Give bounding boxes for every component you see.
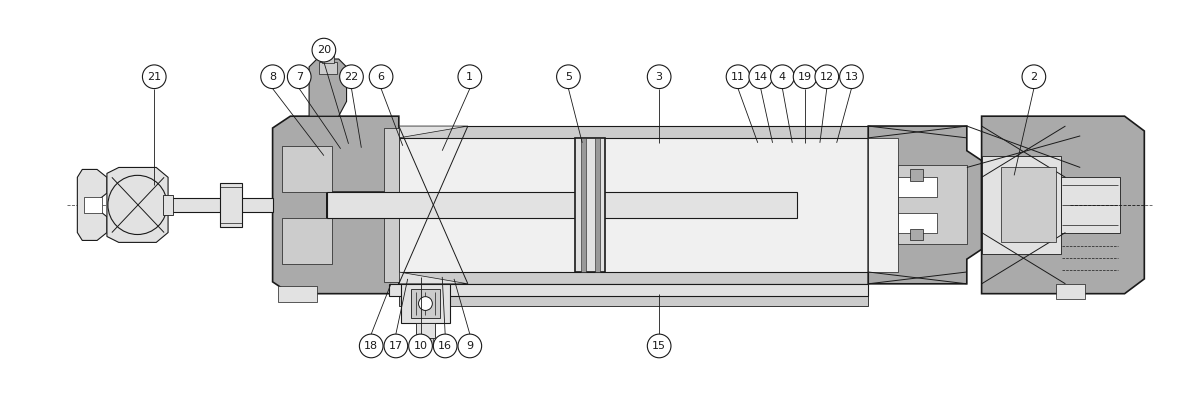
Polygon shape <box>399 126 468 138</box>
Bar <box>283 146 332 192</box>
Text: 11: 11 <box>731 72 745 82</box>
Circle shape <box>815 65 839 88</box>
Bar <box>385 218 399 282</box>
Bar <box>1002 168 1055 242</box>
Text: 15: 15 <box>652 341 666 351</box>
Bar <box>278 286 317 302</box>
Circle shape <box>409 334 432 358</box>
Bar <box>869 138 897 272</box>
Bar <box>1055 284 1085 299</box>
Polygon shape <box>399 272 468 284</box>
Polygon shape <box>981 116 1144 294</box>
Circle shape <box>385 334 407 358</box>
Bar <box>897 177 937 197</box>
Bar <box>399 296 869 306</box>
Bar <box>1060 177 1120 232</box>
Text: 6: 6 <box>377 72 385 82</box>
Bar <box>897 213 937 232</box>
Text: 22: 22 <box>344 72 358 82</box>
Polygon shape <box>107 168 168 242</box>
Text: 4: 4 <box>779 72 786 82</box>
Bar <box>399 272 869 284</box>
Bar <box>220 183 242 227</box>
Bar <box>399 126 869 138</box>
Bar <box>416 323 435 338</box>
Text: 17: 17 <box>389 341 403 351</box>
Bar <box>411 289 440 318</box>
Text: 14: 14 <box>754 72 768 82</box>
Circle shape <box>359 334 383 358</box>
Text: 20: 20 <box>316 45 331 55</box>
Circle shape <box>726 65 750 88</box>
Bar <box>168 198 273 212</box>
Circle shape <box>340 65 363 88</box>
Bar <box>322 45 334 63</box>
Circle shape <box>770 65 794 88</box>
Bar <box>909 170 924 181</box>
Circle shape <box>647 65 671 88</box>
Bar <box>389 284 869 296</box>
Text: 2: 2 <box>1030 72 1037 82</box>
Circle shape <box>557 65 580 88</box>
Polygon shape <box>869 126 981 284</box>
Circle shape <box>840 65 864 88</box>
Circle shape <box>288 65 311 88</box>
Bar <box>327 192 797 218</box>
Polygon shape <box>309 59 346 116</box>
Circle shape <box>418 297 432 310</box>
Text: 9: 9 <box>466 341 473 351</box>
Bar <box>575 138 605 272</box>
Bar <box>399 138 869 272</box>
Bar <box>163 195 173 215</box>
Bar <box>401 284 450 323</box>
Bar <box>385 128 399 192</box>
Text: 19: 19 <box>798 72 812 82</box>
Text: 18: 18 <box>364 341 379 351</box>
Bar <box>909 228 924 240</box>
Polygon shape <box>78 170 107 240</box>
Polygon shape <box>273 116 399 294</box>
Circle shape <box>793 65 817 88</box>
Text: 10: 10 <box>413 341 428 351</box>
Circle shape <box>369 65 393 88</box>
Circle shape <box>647 334 671 358</box>
Circle shape <box>261 65 284 88</box>
Bar <box>283 218 332 264</box>
Bar <box>319 62 337 74</box>
Text: 12: 12 <box>819 72 834 82</box>
Bar <box>84 197 102 213</box>
Bar <box>897 166 967 244</box>
Text: 16: 16 <box>438 341 452 351</box>
Text: 8: 8 <box>270 72 277 82</box>
Text: 7: 7 <box>296 72 303 82</box>
Bar <box>418 338 434 346</box>
Circle shape <box>143 65 167 88</box>
Bar <box>595 138 600 272</box>
Text: 5: 5 <box>565 72 571 82</box>
Circle shape <box>1022 65 1046 88</box>
Circle shape <box>458 334 482 358</box>
Circle shape <box>311 38 335 62</box>
Bar <box>581 138 586 272</box>
Text: 13: 13 <box>845 72 859 82</box>
Circle shape <box>458 65 482 88</box>
Text: 21: 21 <box>147 72 162 82</box>
Bar <box>981 156 1060 254</box>
Text: 3: 3 <box>655 72 662 82</box>
Circle shape <box>434 334 456 358</box>
Text: 1: 1 <box>466 72 473 82</box>
Circle shape <box>749 65 773 88</box>
